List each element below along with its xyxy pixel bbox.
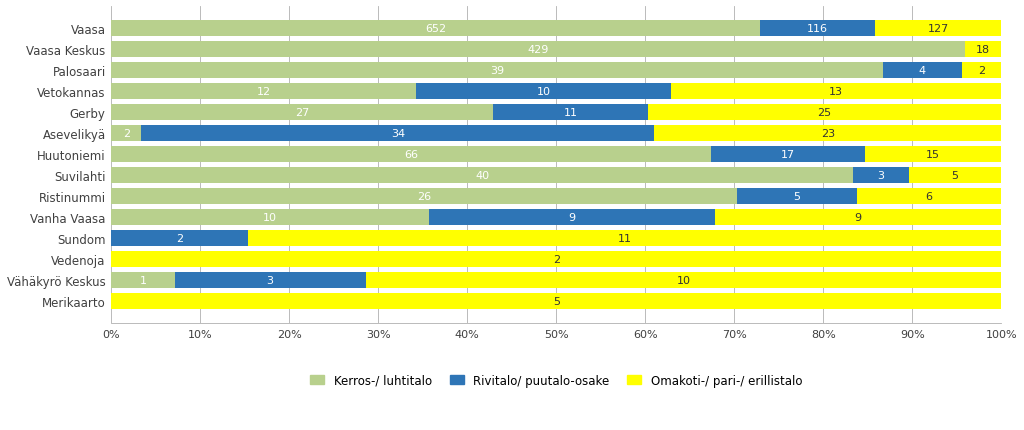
Text: 6: 6 — [926, 192, 933, 202]
Bar — [883, 63, 962, 79]
Bar — [908, 168, 1001, 184]
Text: 652: 652 — [425, 24, 446, 34]
Bar — [736, 189, 857, 204]
Bar — [966, 42, 1001, 58]
Text: 10: 10 — [537, 87, 551, 97]
Text: 116: 116 — [807, 24, 827, 34]
Bar — [671, 84, 1001, 100]
Text: 1: 1 — [139, 275, 146, 285]
Bar — [112, 189, 736, 204]
Text: 10: 10 — [263, 212, 278, 222]
Bar — [715, 210, 1001, 225]
Bar — [112, 293, 1001, 309]
Text: 2: 2 — [123, 129, 130, 139]
Bar — [857, 189, 1001, 204]
Bar — [962, 63, 1001, 79]
Text: 15: 15 — [926, 150, 940, 160]
Bar — [175, 273, 366, 288]
Bar — [112, 273, 175, 288]
Text: 40: 40 — [475, 171, 489, 181]
Bar — [112, 63, 883, 79]
Bar — [760, 22, 874, 37]
Text: 9: 9 — [855, 212, 862, 222]
Text: 5: 5 — [553, 296, 560, 306]
Bar — [417, 84, 671, 100]
Text: 11: 11 — [617, 233, 632, 243]
Bar — [112, 105, 493, 121]
Bar — [112, 147, 711, 163]
Text: 9: 9 — [568, 212, 575, 222]
Bar — [853, 168, 908, 184]
Bar — [112, 210, 429, 225]
Text: 13: 13 — [829, 87, 843, 97]
Text: 39: 39 — [489, 66, 504, 76]
Bar — [654, 126, 1001, 141]
Legend: Kerros-/ luhtitalo, Rivitalo/ puutalo-osake, Omakoti-/ pari-/ erillistalo: Kerros-/ luhtitalo, Rivitalo/ puutalo-os… — [310, 374, 803, 387]
Text: 10: 10 — [677, 275, 690, 285]
Text: 23: 23 — [820, 129, 835, 139]
Text: 4: 4 — [919, 66, 926, 76]
Bar — [865, 147, 1001, 163]
Bar — [711, 147, 865, 163]
Text: 5: 5 — [794, 192, 801, 202]
Text: 2: 2 — [553, 255, 560, 264]
Text: 18: 18 — [976, 45, 990, 55]
Text: 26: 26 — [417, 192, 431, 202]
Text: 25: 25 — [817, 108, 831, 118]
Text: 5: 5 — [951, 171, 958, 181]
Text: 2: 2 — [978, 66, 985, 76]
Text: 34: 34 — [391, 129, 404, 139]
Bar — [112, 252, 1001, 267]
Bar — [248, 230, 1001, 246]
Text: 11: 11 — [563, 108, 578, 118]
Text: 12: 12 — [257, 87, 271, 97]
Text: 3: 3 — [266, 275, 273, 285]
Bar — [874, 22, 1001, 37]
Bar — [493, 105, 648, 121]
Text: 127: 127 — [928, 24, 948, 34]
Bar — [112, 126, 141, 141]
Bar — [112, 22, 760, 37]
Bar — [141, 126, 654, 141]
Text: 2: 2 — [176, 233, 183, 243]
Bar — [366, 273, 1001, 288]
Text: 3: 3 — [878, 171, 884, 181]
Bar — [112, 84, 417, 100]
Bar — [429, 210, 715, 225]
Bar — [112, 168, 853, 184]
Text: 27: 27 — [295, 108, 309, 118]
Text: 66: 66 — [403, 150, 418, 160]
Bar — [112, 42, 966, 58]
Text: 429: 429 — [527, 45, 549, 55]
Bar — [112, 230, 248, 246]
Text: 17: 17 — [780, 150, 795, 160]
Bar — [648, 105, 1001, 121]
